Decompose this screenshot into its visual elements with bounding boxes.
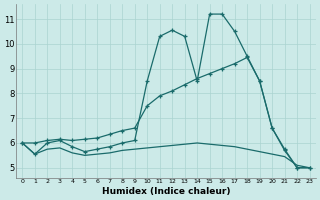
X-axis label: Humidex (Indice chaleur): Humidex (Indice chaleur) <box>102 187 230 196</box>
